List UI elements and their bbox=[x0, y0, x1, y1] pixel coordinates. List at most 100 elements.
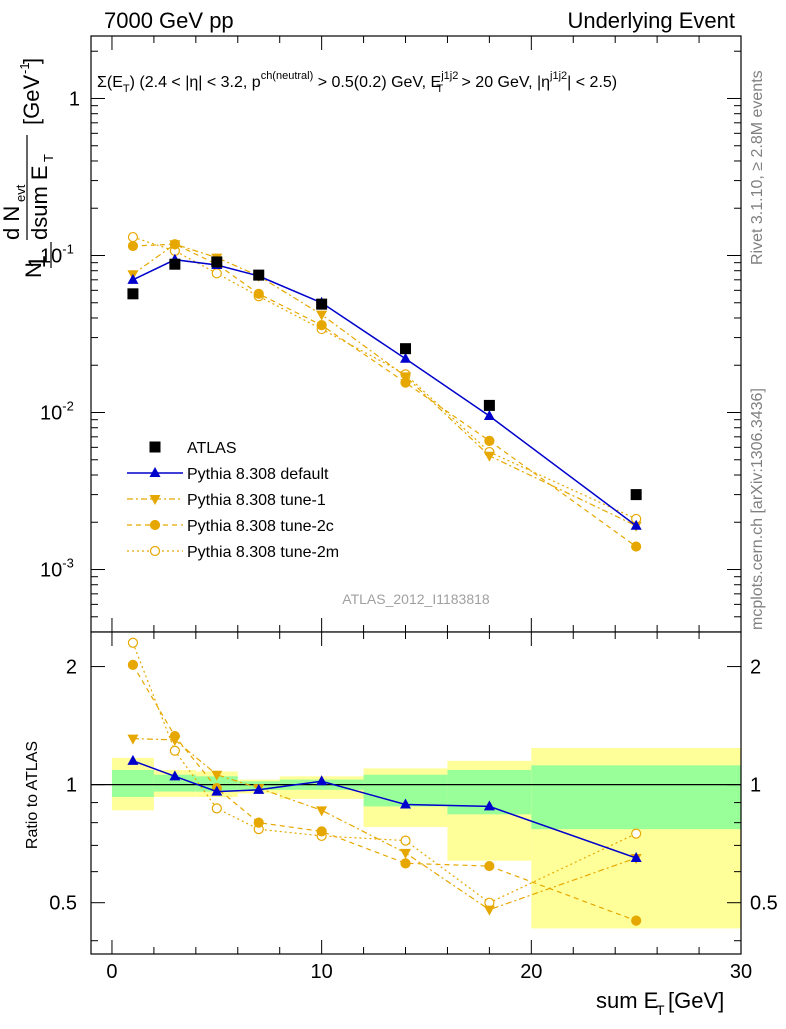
tune2c-ratio-point bbox=[316, 826, 327, 837]
default-ratio-point bbox=[211, 785, 223, 796]
tune2m-ratio-point bbox=[169, 745, 180, 756]
tune2m-ratio-point bbox=[127, 637, 139, 648]
legend: ATLAS Pythia 8.308 default Pythia 8.308 tu… bbox=[127, 440, 339, 561]
x-axis-label: sum E T [GeV] bbox=[596, 988, 724, 1018]
ratio-y-tick-label: 2 bbox=[750, 657, 761, 679]
rivet-label: Rivet 3.1.10, ≥ 2.8M events bbox=[749, 70, 766, 265]
legend-entry: Pythia 8.308 tune-1 bbox=[127, 492, 326, 509]
atlas-point bbox=[483, 399, 495, 411]
default-line bbox=[132, 258, 637, 527]
default-ratio-point bbox=[400, 798, 412, 809]
svg-text:N: N bbox=[21, 262, 46, 278]
legend-entry: Pythia 8.308 tune-2m bbox=[127, 544, 339, 561]
default-point bbox=[630, 519, 642, 530]
mcplots-label: mcplots.cern.ch [arXiv:1306.3436] bbox=[749, 388, 766, 630]
svg-text:sum E: sum E bbox=[596, 988, 658, 1013]
svg-text:-1: -1 bbox=[17, 62, 32, 74]
svg-text:T: T bbox=[656, 1002, 665, 1018]
tune2m-ratio-point bbox=[631, 828, 642, 839]
x-tick-label: 20 bbox=[520, 961, 542, 983]
upper-y-axis-label: 1 N d N evt dsum E T [GeV -1 ] bbox=[0, 58, 56, 278]
atlas-point bbox=[400, 343, 412, 355]
default-point bbox=[483, 410, 495, 421]
ratio-y-tick-label: 0.5 bbox=[750, 893, 778, 915]
legend-label: Pythia 8.308 tune-1 bbox=[187, 492, 326, 509]
y-tick-label: 10-3 bbox=[40, 556, 74, 582]
default-ratio-point bbox=[127, 754, 139, 765]
upper-panel-title: Σ(ET) (2.4 < |η| < 3.2, pch(neutral) > 0… bbox=[97, 70, 617, 95]
legend-marker bbox=[149, 467, 161, 477]
tune2c-point bbox=[316, 320, 327, 331]
default-ratio-point bbox=[169, 770, 181, 781]
svg-text:d N: d N bbox=[0, 206, 24, 240]
legend-label: ATLAS bbox=[187, 440, 237, 457]
header-right-label: Underlying Event bbox=[567, 8, 735, 33]
lower-frame bbox=[90, 631, 742, 955]
legend-entry: Pythia 8.308 default bbox=[127, 466, 329, 483]
atlas-point bbox=[127, 288, 139, 300]
tune2c-ratio-point bbox=[127, 659, 139, 670]
legend-marker bbox=[149, 545, 161, 557]
ratio-series-tune2m bbox=[127, 637, 642, 908]
default-ratio-line bbox=[132, 760, 637, 859]
tune2m-ratio-point bbox=[211, 803, 222, 814]
atlas-point bbox=[169, 258, 181, 270]
ratio-series-default bbox=[127, 754, 642, 863]
tune1-point bbox=[316, 310, 328, 321]
ratio-y-axis-label: Ratio to ATLAS bbox=[24, 741, 41, 849]
uncertainty-band-inner bbox=[153, 774, 196, 792]
tune1-point bbox=[400, 372, 412, 383]
tune1-ratio-point bbox=[316, 806, 328, 817]
uncertainty-band-inner bbox=[111, 769, 154, 798]
svg-text:[GeV]: [GeV] bbox=[668, 988, 724, 1013]
legend-entry: Pythia 8.308 tune-2c bbox=[127, 518, 334, 535]
tune2m-line bbox=[132, 236, 637, 520]
legend-label: Pythia 8.308 default bbox=[187, 466, 329, 483]
ratio-y-tick-label: 1 bbox=[66, 775, 77, 797]
ratio-y-tick-label: 1 bbox=[750, 775, 761, 797]
tune2c-ratio-line bbox=[132, 664, 637, 922]
ratio-y-tick-label: 0.5 bbox=[49, 893, 77, 915]
y-tick-label: 10-2 bbox=[40, 399, 74, 425]
tune2m-point bbox=[211, 268, 222, 279]
tune2m-ratio-line bbox=[132, 642, 637, 904]
upper-plot-area bbox=[91, 36, 741, 632]
svg-text:]: ] bbox=[19, 58, 44, 64]
default-ratio-point bbox=[316, 775, 328, 786]
tune2c-ratio-point bbox=[253, 817, 264, 828]
legend-marker bbox=[149, 519, 161, 531]
tune2c-point bbox=[484, 435, 495, 446]
tune1-ratio-point bbox=[483, 905, 495, 916]
tune2c-point bbox=[631, 541, 642, 552]
tune2c-ratio-point bbox=[631, 915, 642, 926]
tune2c-ratio-point bbox=[400, 858, 411, 869]
tune1-ratio-line bbox=[132, 738, 637, 911]
tune2c-ratio-point bbox=[484, 860, 495, 872]
tune2c-line bbox=[132, 243, 637, 548]
atlas-point bbox=[316, 298, 328, 310]
tune2c-point bbox=[127, 240, 139, 252]
default-ratio-point bbox=[253, 783, 265, 794]
legend-marker bbox=[149, 441, 161, 453]
default-ratio-point bbox=[630, 852, 642, 863]
tune1-ratio-point bbox=[127, 734, 139, 745]
x-tick-label: 10 bbox=[311, 961, 333, 983]
legend-entry: ATLAS bbox=[149, 440, 237, 457]
tune1-ratio-point bbox=[169, 735, 181, 746]
svg-text:[GeV: [GeV bbox=[19, 75, 44, 125]
tune1-ratio-point bbox=[211, 770, 223, 781]
tune1-ratio-point bbox=[400, 848, 412, 859]
ratio-y-tick-label: 2 bbox=[66, 657, 77, 679]
header-left-label: 7000 GeV pp bbox=[104, 8, 234, 33]
atlas-point bbox=[211, 256, 223, 268]
svg-text:1: 1 bbox=[24, 255, 51, 268]
svg-text:evt: evt bbox=[13, 184, 28, 202]
series-data bbox=[127, 256, 642, 501]
svg-text:dsum E: dsum E bbox=[27, 165, 52, 240]
y-tick-label: 1 bbox=[69, 88, 80, 110]
x-tick-label: 30 bbox=[730, 961, 752, 983]
legend-label: Pythia 8.308 tune-2m bbox=[187, 544, 339, 561]
legend-label: Pythia 8.308 tune-2c bbox=[187, 518, 334, 535]
svg-text:T: T bbox=[41, 154, 56, 162]
